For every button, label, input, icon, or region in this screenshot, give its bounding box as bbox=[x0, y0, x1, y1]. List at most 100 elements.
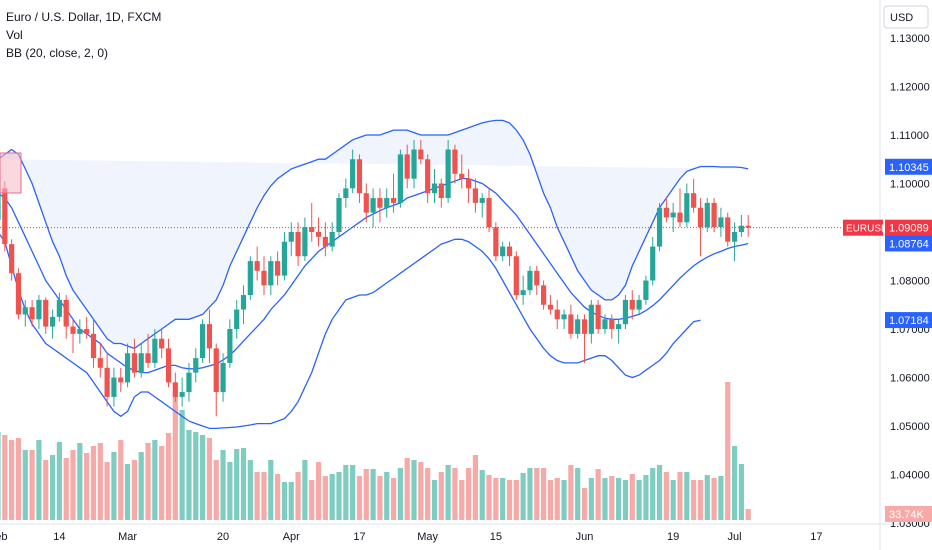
candle-body bbox=[513, 256, 519, 296]
symbol-tag-bg bbox=[843, 219, 883, 236]
volume-bar bbox=[411, 460, 417, 520]
candle-body bbox=[438, 183, 444, 199]
candle-body bbox=[138, 353, 144, 373]
candle-body bbox=[656, 207, 663, 247]
volume-bar bbox=[404, 458, 410, 520]
candle bbox=[247, 256, 253, 300]
volume-bar bbox=[711, 478, 717, 520]
volume-bar bbox=[227, 462, 233, 520]
candle-body bbox=[541, 285, 547, 305]
candle bbox=[745, 215, 751, 237]
candle bbox=[663, 198, 669, 223]
bb-lower-tag-text: 1.07184 bbox=[889, 315, 929, 327]
candle bbox=[179, 377, 185, 407]
volume-bar bbox=[370, 469, 376, 520]
bollinger-indicator-label[interactable]: BB (20, close, 2, 0) bbox=[6, 46, 109, 60]
candle-body bbox=[397, 154, 403, 203]
volume-bar bbox=[336, 472, 342, 520]
candle bbox=[534, 265, 540, 296]
bb-upper-line bbox=[0, 119, 749, 350]
candle bbox=[711, 198, 717, 232]
volume-bar bbox=[29, 450, 35, 520]
volume-indicator-label[interactable]: Vol bbox=[6, 28, 23, 42]
volume-bar bbox=[63, 458, 69, 520]
candle-body bbox=[49, 316, 56, 327]
candle bbox=[49, 309, 56, 339]
candle-body bbox=[738, 225, 744, 232]
price-axis[interactable]: 1.130001.120001.110001.100001.090001.080… bbox=[883, 5, 932, 530]
volume-bar bbox=[738, 464, 744, 520]
candle bbox=[493, 222, 499, 262]
candle bbox=[275, 251, 281, 286]
volume-bar bbox=[186, 430, 192, 520]
candle-body bbox=[691, 193, 697, 208]
candle bbox=[616, 319, 622, 344]
time-axis[interactable]: Feb 14 Mar 20 Apr 17 May 15 Jun 19 Jul 17 bbox=[0, 531, 823, 543]
candle bbox=[731, 222, 738, 262]
candle-body bbox=[465, 178, 472, 189]
volume-bar bbox=[138, 452, 144, 520]
time-tick-label: 19 bbox=[667, 531, 679, 543]
candle bbox=[329, 222, 335, 252]
bb-upper-tag-bg bbox=[885, 158, 932, 175]
candle-body bbox=[322, 236, 328, 247]
volume-bar bbox=[111, 452, 117, 520]
candle-body bbox=[534, 270, 540, 286]
candle-body bbox=[336, 198, 342, 232]
candle-body bbox=[206, 324, 213, 349]
candle bbox=[418, 139, 424, 165]
volume-bar bbox=[636, 480, 642, 520]
bb-lower-tag-bg bbox=[885, 312, 932, 329]
volume-bar bbox=[465, 468, 472, 520]
volume-bar bbox=[200, 435, 206, 520]
symbol-tag: EURUSD bbox=[843, 219, 888, 236]
candle-body bbox=[90, 333, 97, 359]
candle bbox=[118, 367, 124, 393]
bb-band-fill bbox=[0, 120, 749, 349]
volume-bar bbox=[165, 433, 172, 520]
candle bbox=[452, 144, 458, 184]
candle-body bbox=[561, 314, 567, 320]
volume-bar bbox=[295, 472, 301, 520]
price-tick-label: 1.13000 bbox=[890, 33, 930, 45]
candle-body bbox=[29, 307, 35, 320]
volume-bar bbox=[493, 478, 499, 520]
symbol-title[interactable]: Euro / U.S. Dollar, 1D, FXCM bbox=[6, 10, 162, 24]
candle bbox=[506, 241, 513, 266]
price-tick-label: 1.10000 bbox=[890, 179, 930, 191]
time-tick-label: Apr bbox=[283, 531, 300, 543]
volume-histogram bbox=[0, 382, 751, 520]
volume-bar bbox=[268, 460, 274, 520]
volume-bar bbox=[36, 440, 42, 520]
volume-bar bbox=[704, 475, 710, 520]
candle bbox=[459, 154, 465, 189]
candle-body bbox=[472, 188, 478, 203]
candle-body bbox=[309, 227, 315, 232]
volume-bar bbox=[547, 480, 554, 520]
candle-body bbox=[268, 261, 274, 286]
volume-bar bbox=[315, 462, 322, 520]
candle-body bbox=[575, 319, 581, 334]
candle-body bbox=[452, 149, 458, 174]
price-tick-label: 1.04000 bbox=[890, 470, 930, 482]
volume-bar bbox=[486, 475, 492, 520]
candle bbox=[425, 154, 431, 203]
candle-body bbox=[118, 377, 124, 383]
volume-bar bbox=[670, 480, 676, 520]
volume-bar bbox=[179, 410, 185, 520]
price-ticks: 1.130001.120001.110001.100001.090001.080… bbox=[890, 33, 930, 530]
time-tick-label: 15 bbox=[490, 531, 502, 543]
candle-body bbox=[595, 304, 601, 329]
volume-bar bbox=[350, 465, 356, 520]
candle-body bbox=[261, 270, 267, 286]
candle bbox=[602, 314, 608, 334]
candle bbox=[479, 193, 485, 218]
volume-bar bbox=[513, 480, 519, 520]
bb-middle-tag: 1.08764 bbox=[885, 235, 932, 252]
volume-bar bbox=[275, 474, 281, 520]
candle bbox=[315, 217, 322, 247]
candle-body bbox=[97, 358, 103, 368]
candle-body bbox=[179, 392, 185, 397]
volume-bar bbox=[0, 432, 1, 520]
